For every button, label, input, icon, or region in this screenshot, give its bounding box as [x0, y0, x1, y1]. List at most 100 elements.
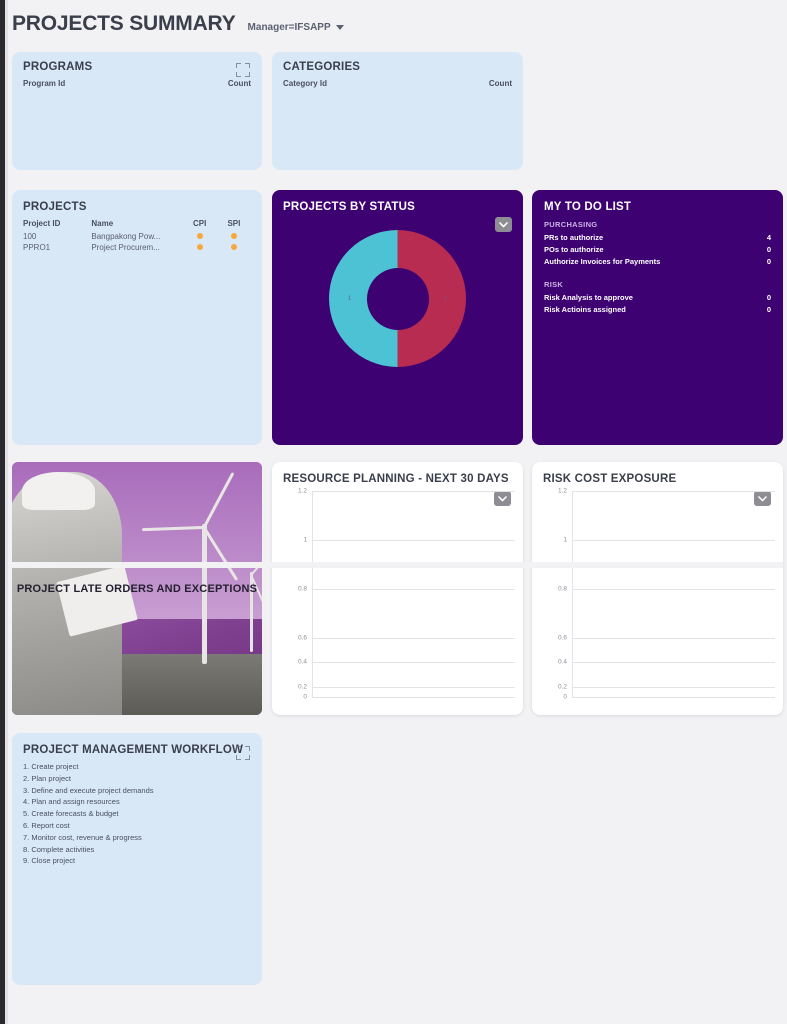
resource-planning-plot[interactable]: 1.2 1 0.8 0.6 0.4 0.2 0: [298, 488, 515, 701]
risk-cost-exposure-plot[interactable]: 1.2 1 0.8 0.6 0.4 0.2 0: [558, 488, 775, 701]
turbine-mast-icon: [250, 572, 253, 652]
list-item[interactable]: 7. Monitor cost, revenue & progress: [23, 832, 142, 842]
column-header: Project ID: [23, 219, 61, 228]
layout-seam: [12, 562, 783, 568]
resource-planning-card[interactable]: RESOURCE PLANNING - NEXT 30 DAYS 1.2 1 0…: [272, 462, 523, 715]
table-header-row: Category Id Count: [283, 79, 512, 91]
todo-item-count: 0: [766, 257, 771, 266]
my-to-do-list-title: MY TO DO LIST: [544, 201, 632, 213]
manager-filter-label: Manager=IFSAPP: [247, 22, 331, 33]
status-dot: [230, 244, 237, 250]
gridline: 0.2: [298, 684, 515, 691]
table-header-row: Program Id Count: [23, 79, 251, 91]
spi-status: [217, 231, 251, 242]
project-id: PPRO1: [23, 243, 51, 252]
list-item[interactable]: 4. Plan and assign resources: [23, 797, 120, 807]
y-tick-label: 1.2: [297, 487, 307, 495]
column-header: Program Id: [23, 79, 66, 88]
table-header-row: Project ID Name CPI SPI: [23, 219, 251, 231]
chevron-down-icon: [758, 495, 767, 501]
page-header: PROJECTS SUMMARY Manager=IFSAPP: [12, 12, 344, 44]
gridline: 0: [303, 694, 515, 701]
resource-planning-title: RESOURCE PLANNING - NEXT 30 DAYS: [283, 473, 509, 485]
status-dot: [230, 233, 237, 239]
collapse-chevron-button[interactable]: [494, 491, 511, 506]
gridline: 0: [563, 694, 775, 701]
window-edge-strip: [0, 0, 5, 1024]
status-dot: [196, 244, 203, 250]
workflow-card[interactable]: PROJECT MANAGEMENT WORKFLOW 1. Create pr…: [12, 733, 262, 985]
projects-by-status-donut[interactable]: 1 1: [272, 230, 523, 367]
projects-card[interactable]: PROJECTS Project ID Name CPI SPI 100 Ban…: [12, 190, 262, 445]
manager-filter-dropdown[interactable]: Manager=IFSAPP: [248, 22, 344, 33]
programs-card[interactable]: PROGRAMS Program Id Count: [12, 52, 262, 170]
todo-item-label: Authorize Invoices for Payments: [544, 257, 661, 266]
todo-item[interactable]: POs to authorize 0: [544, 244, 771, 256]
todo-item[interactable]: PRs to authorize 4: [544, 232, 771, 244]
todo-group-label: RISK: [544, 280, 564, 289]
categories-title: CATEGORIES: [283, 61, 361, 73]
todo-item-count: 0: [766, 293, 771, 302]
donut-chart: 1 1: [329, 230, 466, 367]
column-header: Category Id: [283, 79, 328, 88]
y-tick-label: 1: [563, 536, 567, 544]
gridline: 1: [563, 537, 775, 544]
gridline: 0.6: [298, 635, 515, 642]
gridline: 0.8: [558, 586, 775, 593]
y-tick-label: 0: [563, 693, 567, 701]
chevron-down-icon: [335, 25, 344, 30]
table-row[interactable]: 100 Bangpakong Pow...: [23, 231, 251, 242]
project-id: 100: [23, 232, 37, 241]
gridline: 0.2: [558, 684, 775, 691]
column-header: CPI: [193, 219, 207, 228]
y-tick-label: 0.6: [557, 634, 567, 642]
y-tick-label: 0: [303, 693, 307, 701]
todo-item[interactable]: Authorize Invoices for Payments 0: [544, 256, 771, 268]
column-header: Count: [227, 79, 251, 88]
todo-item-count: 4: [766, 233, 771, 242]
gridline: 1.2: [558, 488, 775, 495]
chevron-down-icon: [498, 495, 507, 501]
gridline: 0.4: [298, 659, 515, 666]
todo-item-count: 0: [766, 305, 771, 314]
project-late-orders-card[interactable]: PROJECT LATE ORDERS AND EXCEPTIONS: [12, 462, 262, 715]
donut-slice-label: 1: [443, 295, 447, 302]
list-item[interactable]: 6. Report cost: [23, 820, 70, 830]
list-item[interactable]: 8. Complete activities: [23, 844, 95, 854]
categories-card[interactable]: CATEGORIES Category Id Count: [272, 52, 523, 170]
categories-table: Category Id Count: [283, 79, 512, 91]
todo-item[interactable]: Risk Analysis to approve 0: [544, 292, 771, 304]
list-item[interactable]: 9. Close project: [23, 856, 76, 866]
programs-title: PROGRAMS: [23, 61, 93, 73]
y-tick-label: 0.2: [297, 683, 307, 691]
expand-icon[interactable]: [236, 63, 250, 77]
table-row[interactable]: PPRO1 Project Procurem...: [23, 242, 251, 253]
gridline: 1.2: [298, 488, 515, 495]
my-to-do-list-card[interactable]: MY TO DO LIST PURCHASING PRs to authoriz…: [532, 190, 783, 445]
y-tick-label: 0.8: [557, 585, 567, 593]
gridline: 1: [303, 537, 515, 544]
spi-status: [217, 242, 251, 253]
y-axis: [312, 491, 313, 697]
project-name: Bangpakong Pow...: [91, 232, 161, 241]
projects-by-status-card[interactable]: PROJECTS BY STATUS 1 1: [272, 190, 523, 445]
projects-table: Project ID Name CPI SPI 100 Bangpakong P…: [23, 219, 251, 253]
window-edge-shadow: [5, 0, 8, 1024]
y-axis: [572, 491, 573, 697]
list-item[interactable]: 3. Define and execute project demands: [23, 785, 154, 795]
chevron-down-icon: [499, 221, 508, 227]
list-item[interactable]: 1. Create project: [23, 762, 79, 771]
project-late-orders-title: PROJECT LATE ORDERS AND EXCEPTIONS: [16, 582, 258, 595]
collapse-chevron-button[interactable]: [754, 491, 771, 506]
cpi-status: [183, 242, 217, 253]
risk-cost-exposure-card[interactable]: RISK COST EXPOSURE 1.2 1 0.8 0.6 0.4 0.2…: [532, 462, 783, 715]
project-name: Project Procurem...: [91, 243, 160, 252]
collapse-chevron-button[interactable]: [495, 217, 512, 232]
list-item[interactable]: 2. Plan project: [23, 773, 71, 783]
expand-icon[interactable]: [236, 746, 250, 760]
todo-item[interactable]: Risk Actioins assigned 0: [544, 304, 771, 316]
gridline: 0.8: [298, 586, 515, 593]
todo-item-label: Risk Actioins assigned: [544, 305, 626, 314]
list-item[interactable]: 5. Create forecasts & budget: [23, 809, 119, 819]
status-dot: [196, 233, 203, 239]
